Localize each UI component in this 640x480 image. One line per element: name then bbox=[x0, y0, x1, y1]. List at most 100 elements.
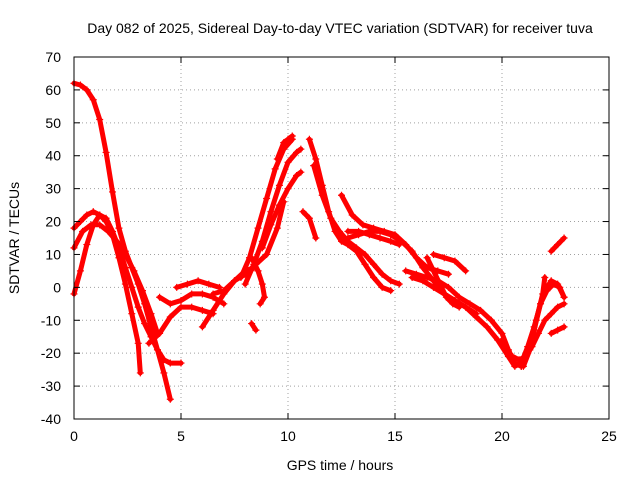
data-point bbox=[141, 320, 149, 328]
data-point bbox=[83, 241, 91, 249]
y-tick-label: 60 bbox=[45, 82, 61, 98]
data-point bbox=[194, 277, 202, 285]
series-trace-m bbox=[248, 254, 268, 308]
series-trace-ad bbox=[547, 234, 568, 255]
data-point bbox=[177, 303, 185, 311]
series-trace bbox=[311, 163, 402, 287]
data-point bbox=[387, 277, 395, 285]
data-point bbox=[462, 303, 470, 311]
series-trace-l bbox=[258, 168, 305, 252]
data-point bbox=[370, 260, 378, 268]
data-point bbox=[387, 287, 395, 295]
data-point bbox=[498, 329, 506, 337]
data-point bbox=[136, 369, 144, 377]
y-tick-label: -20 bbox=[41, 345, 61, 361]
x-tick-label: 15 bbox=[387, 428, 403, 444]
y-axis-label: SDTVAR / TECUs bbox=[6, 182, 22, 294]
data-point bbox=[547, 329, 555, 337]
data-point bbox=[487, 316, 495, 324]
data-point bbox=[293, 148, 301, 156]
y-tick-label: 40 bbox=[45, 148, 61, 164]
data-point bbox=[297, 145, 305, 153]
data-point bbox=[541, 316, 549, 324]
data-point bbox=[442, 293, 450, 301]
data-point bbox=[440, 254, 448, 262]
data-point bbox=[128, 283, 136, 291]
data-point bbox=[462, 267, 470, 275]
data-point bbox=[153, 346, 161, 354]
data-point bbox=[395, 241, 403, 249]
data-point bbox=[166, 359, 174, 367]
data-point bbox=[297, 168, 305, 176]
series-trace-n bbox=[248, 320, 260, 334]
data-point bbox=[423, 254, 431, 262]
data-point bbox=[188, 290, 196, 298]
series-trace-o bbox=[273, 132, 296, 163]
data-point bbox=[254, 267, 262, 275]
y-tick-label: -40 bbox=[41, 411, 61, 427]
data-series bbox=[70, 79, 568, 403]
data-point bbox=[449, 300, 457, 308]
data-point bbox=[209, 306, 217, 314]
data-point bbox=[539, 290, 547, 298]
series-trace-g bbox=[173, 277, 224, 291]
data-point bbox=[87, 221, 95, 229]
data-point bbox=[451, 257, 459, 265]
series-trace bbox=[431, 252, 469, 274]
data-point bbox=[271, 165, 279, 173]
data-point bbox=[177, 297, 185, 305]
data-point bbox=[258, 244, 266, 252]
data-point bbox=[387, 237, 395, 245]
data-point bbox=[89, 208, 97, 216]
data-point bbox=[198, 323, 206, 331]
data-point bbox=[560, 234, 568, 242]
data-point bbox=[254, 224, 262, 232]
data-point bbox=[361, 260, 369, 268]
data-point bbox=[183, 280, 191, 288]
data-point bbox=[89, 96, 97, 104]
x-tick-label: 5 bbox=[177, 428, 185, 444]
data-point bbox=[370, 273, 378, 281]
data-point bbox=[241, 280, 249, 288]
data-point bbox=[260, 293, 268, 301]
data-point bbox=[273, 224, 281, 232]
data-point bbox=[293, 171, 301, 179]
series-trace-y bbox=[430, 250, 470, 275]
data-point bbox=[252, 326, 260, 334]
data-point bbox=[220, 287, 228, 295]
y-axis-ticks: -40 -30 -20 -10 0 10 20 30 40 50 60 70 bbox=[41, 49, 609, 427]
plot-frame bbox=[73, 56, 610, 420]
data-point bbox=[76, 267, 84, 275]
data-point bbox=[102, 214, 110, 222]
data-point bbox=[109, 188, 117, 196]
x-axis-ticks: 0 5 10 15 20 25 bbox=[70, 57, 617, 444]
data-point bbox=[338, 237, 345, 245]
x-tick-label: 25 bbox=[601, 428, 617, 444]
data-point bbox=[121, 280, 129, 288]
data-point bbox=[554, 326, 562, 334]
data-point bbox=[273, 155, 281, 163]
data-point bbox=[378, 283, 386, 291]
data-point bbox=[128, 310, 136, 318]
data-point bbox=[121, 264, 129, 272]
data-point bbox=[83, 211, 91, 219]
data-point bbox=[96, 221, 104, 229]
data-point bbox=[248, 320, 256, 328]
data-point bbox=[477, 306, 485, 314]
data-point bbox=[344, 234, 352, 242]
data-point bbox=[318, 191, 326, 199]
data-point bbox=[147, 310, 155, 318]
data-point bbox=[248, 254, 256, 262]
series-trace-j bbox=[237, 135, 296, 281]
data-point bbox=[156, 329, 164, 337]
data-point bbox=[352, 244, 360, 252]
data-point bbox=[205, 280, 213, 288]
data-point bbox=[76, 81, 84, 89]
data-point bbox=[338, 191, 345, 199]
data-point bbox=[104, 227, 112, 235]
data-point bbox=[312, 234, 320, 242]
data-point bbox=[299, 208, 307, 216]
data-point bbox=[134, 303, 142, 311]
data-point bbox=[237, 273, 245, 281]
data-point bbox=[554, 303, 562, 311]
